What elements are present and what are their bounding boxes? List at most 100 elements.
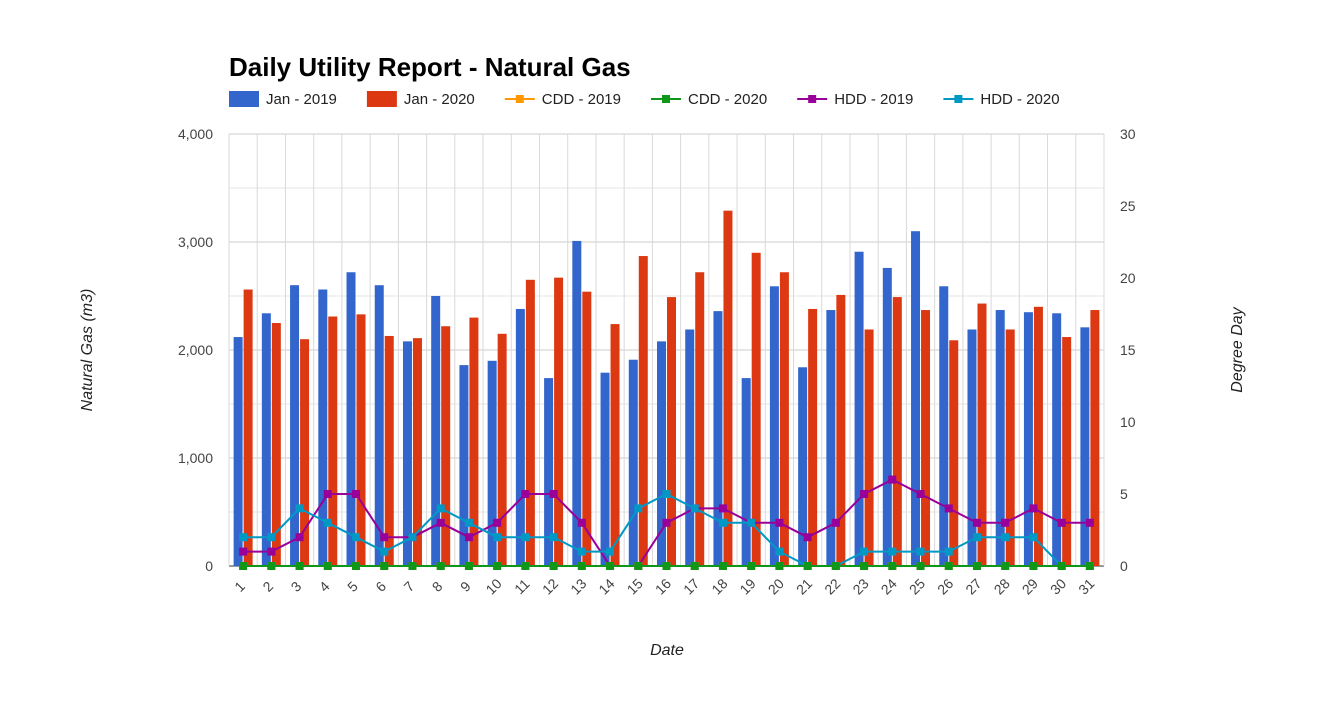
series-point — [521, 533, 530, 542]
bar — [459, 365, 469, 566]
y2-axis-title: Degree Day — [1229, 306, 1246, 392]
x-tick-label: 30 — [1047, 575, 1069, 597]
legend-label: Jan - 2020 — [404, 91, 475, 108]
series-point — [1029, 533, 1038, 542]
legend-marker — [954, 95, 963, 103]
series-point — [521, 490, 530, 498]
bar — [261, 313, 271, 566]
bar — [544, 378, 554, 566]
series-point — [916, 490, 925, 498]
series-point — [239, 533, 248, 542]
series-point — [662, 490, 671, 498]
series-point — [1085, 518, 1094, 527]
bar — [995, 310, 1005, 566]
bar — [1033, 306, 1043, 566]
series-point — [888, 475, 897, 484]
bar — [600, 372, 610, 566]
series-point — [380, 562, 389, 570]
x-tick-label: 8 — [429, 578, 446, 595]
bar — [864, 329, 874, 566]
series-point — [295, 533, 304, 542]
series-point — [634, 504, 643, 513]
bar — [497, 333, 507, 566]
series-point — [267, 533, 276, 542]
bar — [487, 360, 497, 566]
series-point — [239, 547, 248, 556]
x-tick-label: 11 — [511, 576, 533, 598]
series-point — [747, 518, 756, 527]
series-point — [690, 562, 699, 570]
series-point — [323, 518, 332, 527]
series-point — [1057, 562, 1066, 570]
bar — [741, 378, 751, 566]
bar — [798, 367, 808, 566]
series-point — [690, 504, 699, 513]
y-tick-label: 2,000 — [178, 342, 213, 358]
y-axis-title: Natural Gas (m3) — [79, 289, 96, 412]
x-tick-label: 14 — [595, 575, 617, 597]
series-point — [775, 518, 784, 527]
series-point — [662, 562, 671, 570]
bar — [233, 337, 243, 566]
legend-label: CDD - 2020 — [688, 91, 767, 108]
bar — [1052, 313, 1062, 566]
series-point — [606, 547, 615, 556]
legend-marker — [661, 95, 670, 103]
bar — [769, 286, 779, 566]
chart-title: Daily Utility Report - Natural Gas — [229, 52, 631, 82]
bar — [572, 240, 582, 567]
bar — [356, 314, 366, 566]
legend-label: CDD - 2019 — [542, 91, 621, 108]
x-tick-label: 26 — [934, 575, 956, 597]
series-point — [1001, 518, 1010, 527]
series-point — [803, 533, 812, 542]
x-tick-label: 9 — [457, 578, 474, 595]
legend-marker — [515, 95, 524, 103]
legend-label: HDD - 2020 — [980, 91, 1059, 108]
bar — [1005, 329, 1015, 566]
y-tick-label: 3,000 — [178, 234, 213, 250]
bar — [667, 297, 676, 566]
bar — [921, 310, 931, 566]
bar — [402, 341, 412, 566]
bar — [1023, 312, 1033, 566]
bar — [610, 324, 620, 566]
bar — [892, 297, 902, 566]
series-point — [831, 518, 840, 527]
series-point — [577, 547, 586, 556]
x-tick-label: 3 — [288, 578, 305, 595]
x-tick-label: 6 — [372, 578, 389, 595]
y-tick-label: 1,000 — [178, 450, 213, 466]
y2-tick-label: 10 — [1120, 414, 1136, 430]
series-point — [239, 562, 248, 570]
series-point — [1085, 562, 1094, 570]
series-point — [436, 562, 445, 570]
series-point — [295, 504, 304, 513]
x-tick-label: 13 — [567, 575, 589, 597]
y2-tick-label: 25 — [1120, 198, 1136, 214]
x-tick-label: 7 — [401, 578, 418, 595]
series-point — [380, 547, 389, 556]
series-point — [718, 562, 727, 570]
bar — [685, 329, 695, 566]
series-point — [408, 533, 417, 542]
series-point — [860, 490, 869, 498]
bar — [525, 279, 535, 566]
series-point — [267, 547, 276, 556]
x-tick-label: 21 — [793, 575, 815, 597]
x-tick-label: 15 — [624, 575, 646, 597]
x-tick-label: 10 — [482, 575, 504, 597]
x-tick-label: 31 — [1075, 575, 1097, 597]
series-point — [1001, 533, 1010, 542]
series-point — [972, 562, 981, 570]
series-point — [464, 518, 473, 527]
bar — [1080, 327, 1090, 566]
legend-marker — [808, 95, 817, 103]
series-point — [888, 562, 897, 570]
series-point — [1001, 562, 1010, 570]
series-point — [944, 547, 953, 556]
series-point — [577, 562, 586, 570]
series-point — [549, 562, 558, 570]
series-point — [493, 518, 502, 527]
bar — [582, 291, 592, 566]
